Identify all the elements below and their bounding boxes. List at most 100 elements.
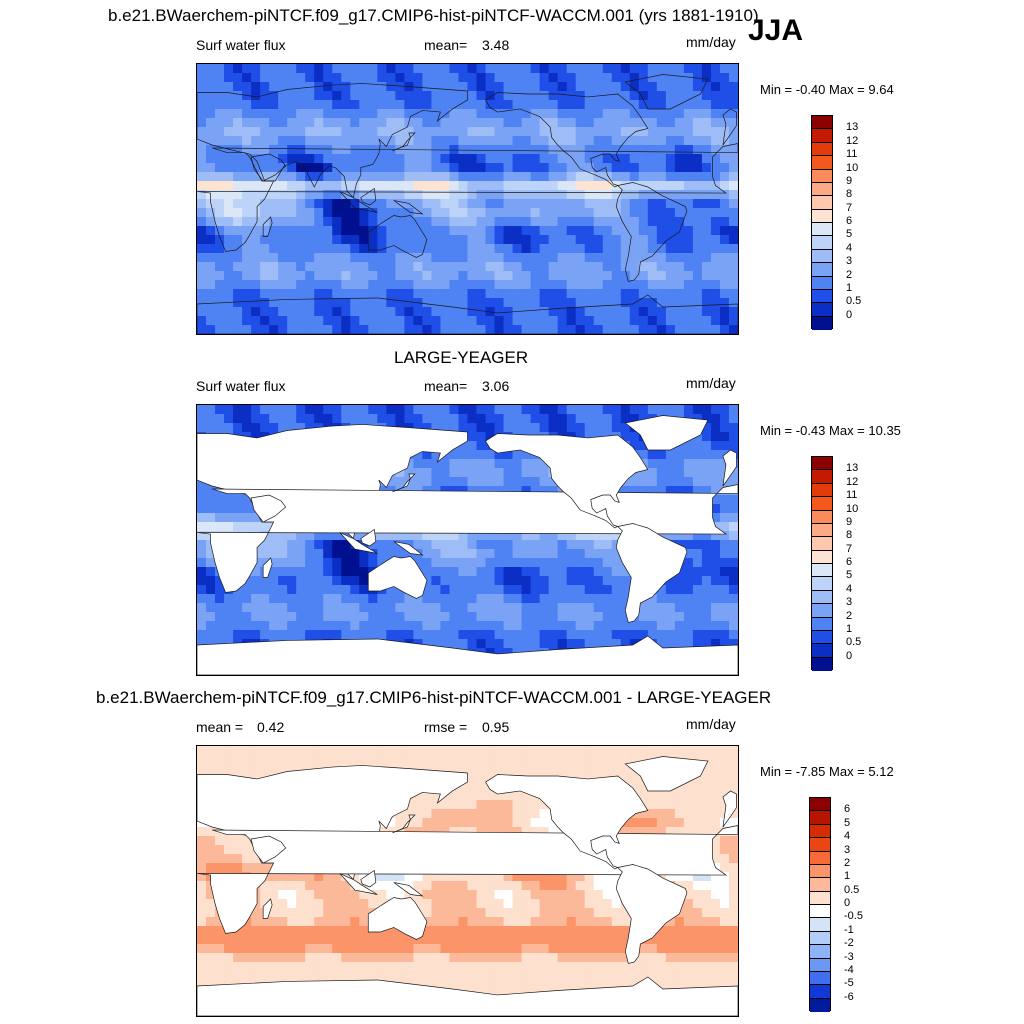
field-cell (395, 971, 405, 981)
field-cell (386, 962, 396, 972)
field-cell (458, 73, 469, 83)
field-cell (476, 971, 487, 981)
field-cell (575, 307, 586, 317)
field-cell (512, 127, 523, 137)
field-cell (386, 118, 396, 128)
field-cell (647, 64, 658, 74)
field-cell (440, 280, 451, 290)
field-cell (314, 145, 324, 155)
field-cell (665, 109, 676, 119)
field-cell (386, 477, 396, 487)
field-cell (413, 316, 424, 326)
field-cell (467, 881, 478, 891)
field-cell (260, 127, 270, 137)
field-cell (341, 594, 351, 604)
field-cell (503, 316, 514, 326)
field-cell (611, 136, 622, 146)
field-cell (431, 109, 442, 119)
field-cell (233, 414, 243, 424)
field-cell (557, 190, 568, 200)
field-cell (566, 82, 577, 92)
field-cell (413, 944, 424, 954)
field-cell (359, 127, 369, 137)
field-cell (440, 639, 451, 649)
field-cell (359, 540, 369, 550)
field-cell (323, 962, 333, 972)
field-cell (701, 612, 712, 622)
field-cell (539, 971, 550, 981)
field-cell (701, 91, 712, 101)
field-cell (296, 414, 306, 424)
field-cell (503, 325, 514, 334)
field-cell (206, 908, 216, 918)
field-cell (305, 558, 315, 568)
field-cell (503, 307, 514, 317)
field-cell (521, 199, 532, 209)
field-cell (242, 253, 252, 263)
field-cell (296, 567, 306, 577)
field-cell (665, 100, 676, 110)
field-cell (521, 235, 532, 245)
field-cell (278, 190, 288, 200)
field-cell (206, 226, 216, 236)
field-cell (377, 872, 387, 882)
field-cell (638, 316, 649, 326)
field-cell (278, 612, 288, 622)
field-cell (530, 145, 541, 155)
field-cell (278, 567, 288, 577)
field-cell (206, 172, 216, 182)
field-cell (548, 190, 559, 200)
field-cell (341, 208, 351, 218)
field-cell (386, 64, 396, 74)
field-cell (584, 262, 595, 272)
field-cell (467, 603, 478, 613)
colorbar-tick-label: 0 (846, 649, 853, 662)
field-cell (431, 450, 442, 460)
field-cell (359, 872, 369, 882)
field-cell (404, 459, 414, 469)
field-cell (656, 82, 667, 92)
field-cell (539, 226, 550, 236)
field-cell (566, 890, 577, 900)
field-cell (350, 576, 360, 586)
field-cell (701, 567, 712, 577)
field-cell (692, 325, 703, 334)
field-cell (476, 567, 487, 577)
field-cell (458, 791, 469, 801)
field-cell (575, 280, 586, 290)
field-cell (278, 289, 288, 299)
field-cell (566, 172, 577, 182)
field-cell (278, 908, 288, 918)
field-cell (395, 935, 405, 945)
field-cell (251, 863, 261, 873)
land-outline (624, 415, 709, 451)
field-cell (242, 764, 252, 774)
field-cell (584, 190, 595, 200)
field-cell (602, 262, 613, 272)
field-cell (431, 289, 442, 299)
field-cell (458, 100, 469, 110)
field-cell (584, 181, 595, 191)
field-cell (323, 585, 333, 595)
field-cell (701, 73, 712, 83)
field-cell (332, 118, 342, 128)
field-cell (233, 935, 243, 945)
land-outline (722, 108, 737, 146)
field-cell (278, 576, 288, 586)
colorbar-swatch (812, 577, 832, 591)
field-cell (476, 316, 487, 326)
field-cell (548, 307, 559, 317)
field-cell (458, 585, 469, 595)
colorbar-swatch (812, 276, 832, 290)
field-cell (485, 432, 496, 442)
field-cell (638, 73, 649, 83)
field-cell (485, 800, 496, 810)
field-cell (512, 531, 523, 541)
field-cell (485, 459, 496, 469)
field-cell (647, 325, 658, 334)
field-cell (305, 226, 315, 236)
field-cell (674, 441, 685, 451)
field-cell (503, 100, 514, 110)
field-cell (539, 980, 550, 990)
field-cell (683, 558, 694, 568)
